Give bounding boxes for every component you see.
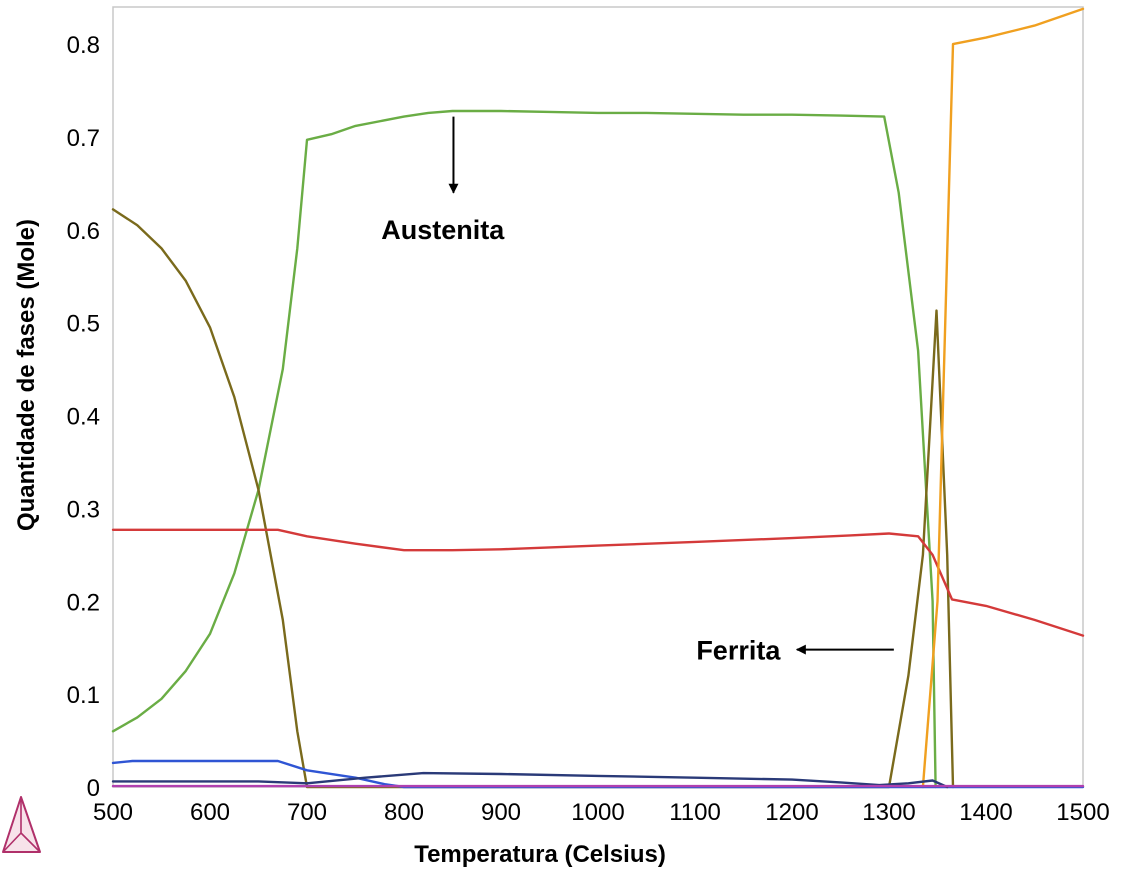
y-axis-ticks: 0 0.1 0.2 0.3 0.4 0.5 0.6 0.7 0.8 — [67, 32, 100, 802]
y-tick-label: 0.6 — [67, 218, 100, 245]
thermo-calc-triangle-logo-icon — [3, 797, 40, 852]
y-tick-label: 0 — [87, 775, 100, 802]
x-tick-label: 1500 — [1056, 799, 1109, 826]
y-tick-label: 0.1 — [67, 682, 100, 709]
x-tick-label: 500 — [93, 799, 133, 826]
x-tick-label: 1400 — [959, 799, 1012, 826]
plot-frame — [113, 7, 1083, 787]
y-tick-label: 0.7 — [67, 125, 100, 152]
x-tick-label: 700 — [287, 799, 327, 826]
y-tick-label: 0.5 — [67, 311, 100, 338]
x-tick-label: 600 — [190, 799, 230, 826]
series-layer — [113, 9, 1083, 787]
x-tick-label: 800 — [384, 799, 424, 826]
x-tick-label: 1300 — [862, 799, 915, 826]
x-tick-label: 900 — [481, 799, 521, 826]
x-tick-label: 1100 — [669, 799, 721, 826]
series-line-1 — [113, 111, 936, 787]
y-axis-title: Quantidade de fases (Mole) — [13, 219, 40, 531]
plot-area — [113, 7, 1083, 787]
x-tick-label: 1200 — [765, 799, 818, 826]
y-tick-label: 0.3 — [67, 496, 100, 523]
annotation-label: Ferrita — [696, 636, 781, 666]
y-tick-label: 0.2 — [67, 589, 100, 616]
series-line-4 — [923, 9, 1083, 787]
x-axis-title: Temperatura (Celsius) — [414, 841, 666, 868]
y-tick-label: 0.8 — [67, 32, 100, 59]
x-axis-ticks: 500 600 700 800 900 1000 1100 1200 1300 1400 1500 — [93, 799, 1110, 826]
y-tick-label: 0.4 — [67, 404, 100, 431]
x-tick-label: 1000 — [571, 799, 624, 826]
annotation-label: Austenita — [381, 215, 505, 245]
annotation-layer: Austenita Ferrita — [381, 117, 894, 666]
series-line-2 — [113, 209, 953, 787]
